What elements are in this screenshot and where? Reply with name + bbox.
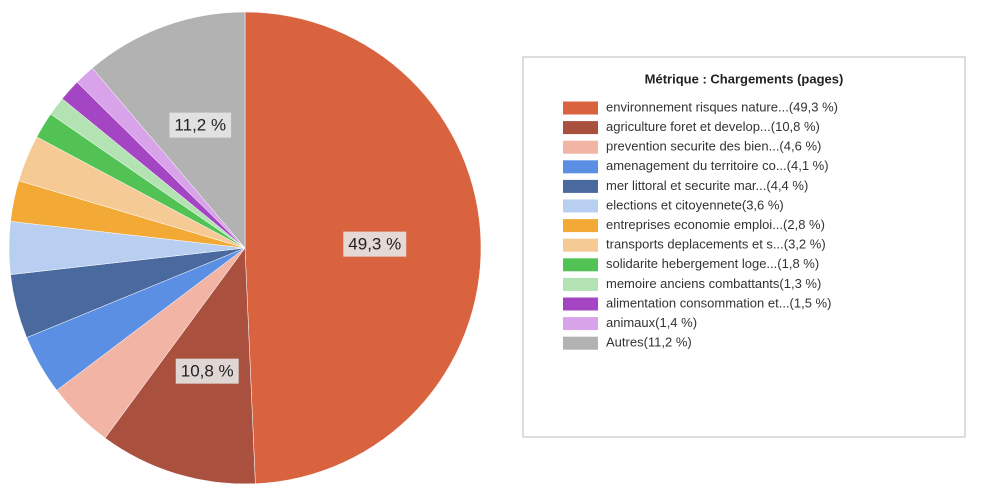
slice-label-bg [175,358,239,384]
chart-title: Métrique : Chargements (pages) [645,71,844,86]
legend-label: animaux(1,4 %) [606,315,697,330]
legend-swatch [563,297,598,311]
legend-label: amenagement du territoire co...(4,1 %) [606,158,829,173]
legend-swatch [563,336,598,350]
legend-label: entreprises economie emploi...(2,8 %) [606,217,825,232]
slice-label-bg [169,112,232,138]
slice-label: 11,2 % [174,116,226,135]
legend-label: mer littoral et securite mar...(4,4 %) [606,178,808,193]
legend-label: prevention securite des bien...(4,6 %) [606,139,821,154]
slice-label-bg [343,231,407,257]
legend-swatch [563,179,598,193]
legend-label: Autres(11,2 %) [606,335,692,350]
legend-swatch [563,277,598,291]
legend-swatch [563,238,598,252]
legend-label: agriculture foret et develop...(10,8 %) [606,119,820,134]
legend-label: memoire anciens combattants(1,3 %) [606,276,821,291]
legend-label: transports deplacements et s...(3,2 %) [606,237,826,252]
slice-label: 10,8 % [181,362,234,381]
legend-label: solidarite hebergement loge...(1,8 %) [606,256,819,271]
pie-slice [91,11,246,249]
legend-swatch [563,140,598,154]
legend-swatch [563,219,598,233]
legend-swatch [563,101,598,115]
legend-label: elections et citoyennete(3,6 %) [606,197,784,212]
legend-swatch [563,258,598,272]
legend-swatch [563,121,598,135]
slice-label: 49,3 % [348,235,401,254]
legend-swatch [563,199,598,213]
legend-swatch [563,317,598,331]
legend-label: environnement risques nature...(49,3 %) [606,99,838,114]
legend-swatch [563,160,598,174]
legend-label: alimentation consommation et...(1,5 %) [606,295,831,310]
